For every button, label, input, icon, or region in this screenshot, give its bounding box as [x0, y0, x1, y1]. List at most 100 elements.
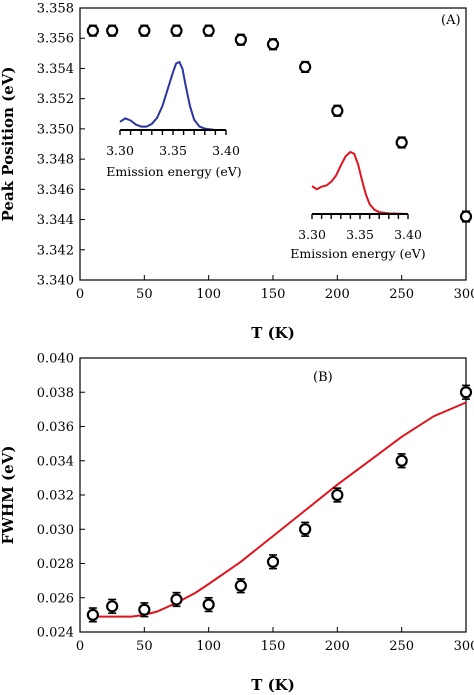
panel-a-y-tick-label: 3.346 — [37, 183, 74, 198]
panel-a-y-tick-label: 3.342 — [37, 243, 74, 258]
inset-blue-tick-label: 3.40 — [212, 143, 240, 158]
marker-circle — [88, 610, 98, 620]
inset-red: 3.30 3.35 3.40 Emission energy (eV) — [290, 152, 425, 261]
marker-circle — [139, 605, 149, 615]
panel-b-x-tick-label: 0 — [76, 639, 84, 654]
panel-a-data-point — [332, 105, 342, 116]
panel-b-frame — [80, 358, 466, 632]
inset-blue: 3.30 3.35 3.40 Emission energy (eV) — [106, 62, 242, 179]
panel-b-x-axis-title: T (K) — [251, 676, 295, 694]
panel-a-data-point — [139, 25, 149, 36]
panel-b-data-point — [461, 385, 471, 399]
inset-blue-tick-label: 3.30 — [106, 143, 134, 158]
panel-a: (A) 3.3403.3423.3443.3463.3483.3503.3523… — [0, 2, 474, 343]
marker-circle — [236, 35, 246, 45]
panel-b-y-tick-label: 0.034 — [37, 454, 74, 469]
panel-a-y-tick-label: 3.356 — [37, 32, 74, 47]
marker-circle — [332, 106, 342, 116]
panel-b-x-tick-label: 50 — [136, 639, 153, 654]
inset-red-tick-label: 3.35 — [346, 227, 374, 242]
panel-a-y-tick-label: 3.344 — [37, 213, 74, 228]
panel-b-data-point — [139, 603, 149, 617]
panel-a-x-tick-label: 250 — [389, 287, 414, 302]
marker-circle — [397, 456, 407, 466]
marker-circle — [88, 26, 98, 36]
panel-a-x-axis-title: T (K) — [251, 324, 295, 342]
panel-b-y-tick-label: 0.032 — [37, 489, 74, 504]
panel-b-y-tick-label: 0.038 — [37, 386, 74, 401]
panel-a-x-tick-label: 300 — [454, 287, 474, 302]
marker-circle — [332, 490, 342, 500]
panel-a-x-tick-label: 50 — [136, 287, 153, 302]
panel-a-data-point — [236, 34, 246, 45]
panel-b-y-tick-label: 0.036 — [37, 420, 74, 435]
panel-b-data-point — [107, 599, 117, 613]
panel-a-data-point — [461, 211, 471, 222]
panel-a-y-tick-label: 3.352 — [37, 92, 74, 107]
panel-a-y-tick-label: 3.358 — [37, 2, 74, 17]
marker-circle — [268, 557, 278, 567]
panel-a-data-point — [300, 62, 310, 73]
panel-a-x-tick-label: 0 — [76, 287, 84, 302]
panel-b-y-tick-label: 0.028 — [37, 557, 74, 572]
panel-a-label: (A) — [441, 13, 461, 28]
panel-a-data-point — [204, 25, 214, 36]
marker-circle — [204, 600, 214, 610]
panel-a-y-tick-label: 3.340 — [37, 274, 74, 289]
panel-b-x-tick-label: 300 — [454, 639, 474, 654]
marker-circle — [107, 26, 117, 36]
panel-b-data-point — [332, 488, 342, 502]
inset-blue-x-title: Emission energy (eV) — [106, 164, 241, 179]
panel-a-data-point — [172, 25, 182, 36]
marker-circle — [236, 581, 246, 591]
inset-red-spectrum — [312, 152, 408, 214]
panel-b-data-point — [300, 522, 310, 536]
panel-b-label: (B) — [313, 370, 333, 385]
panel-a-y-tick-label: 3.350 — [37, 122, 74, 137]
marker-circle — [300, 524, 310, 534]
panel-a-data-point — [107, 25, 117, 36]
marker-circle — [397, 137, 407, 147]
panel-a-x-tick-label: 100 — [196, 287, 221, 302]
panel-b-data-point — [88, 608, 98, 622]
panel-a-data-point — [268, 39, 278, 50]
panel-a-y-tick-label: 3.354 — [37, 62, 74, 77]
marker-circle — [461, 387, 471, 397]
panel-b-data-point — [204, 598, 214, 612]
panel-b-x-tick-label: 200 — [325, 639, 350, 654]
panel-b: (B) 0.024 0.026 0.028 0.030 0.032 0.034 0.036 0… — [0, 352, 474, 695]
fwhm-fit-line — [93, 403, 466, 617]
inset-blue-spectrum — [120, 62, 226, 130]
inset-red-tick-label: 3.30 — [298, 227, 326, 242]
marker-circle — [300, 62, 310, 72]
marker-circle — [268, 39, 278, 49]
panel-a-x-tick-label: 200 — [325, 287, 350, 302]
marker-circle — [172, 594, 182, 604]
panel-a-data-point — [397, 137, 407, 148]
panel-b-data-point — [268, 555, 278, 569]
panel-b-y-tick-label: 0.040 — [37, 352, 74, 367]
panel-a-data-point — [88, 25, 98, 36]
inset-blue-tick-label: 3.35 — [159, 143, 187, 158]
marker-circle — [139, 26, 149, 36]
panel-b-x-tick-label: 250 — [389, 639, 414, 654]
panel-b-x-tick-label: 100 — [196, 639, 221, 654]
panel-b-y-axis-title: FWHM (eV) — [0, 446, 17, 545]
panel-a-y-tick-label: 3.348 — [37, 153, 74, 168]
inset-red-tick-label: 3.40 — [394, 227, 422, 242]
marker-circle — [461, 212, 471, 222]
marker-circle — [204, 26, 214, 36]
panel-a-x-tick-label: 150 — [261, 287, 286, 302]
panel-b-y-tick-label: 0.026 — [37, 591, 74, 606]
inset-red-x-title: Emission energy (eV) — [290, 246, 425, 261]
panel-a-y-axis-title: Peak Position (eV) — [0, 67, 17, 222]
panel-b-y-tick-label: 0.030 — [37, 523, 74, 538]
marker-circle — [172, 26, 182, 36]
panel-b-data-point — [397, 454, 407, 468]
panel-b-data-point — [236, 579, 246, 593]
panel-b-y-tick-label: 0.024 — [37, 626, 74, 641]
marker-circle — [107, 601, 117, 611]
panel-b-x-tick-label: 150 — [261, 639, 286, 654]
panel-b-data-point — [172, 593, 182, 607]
